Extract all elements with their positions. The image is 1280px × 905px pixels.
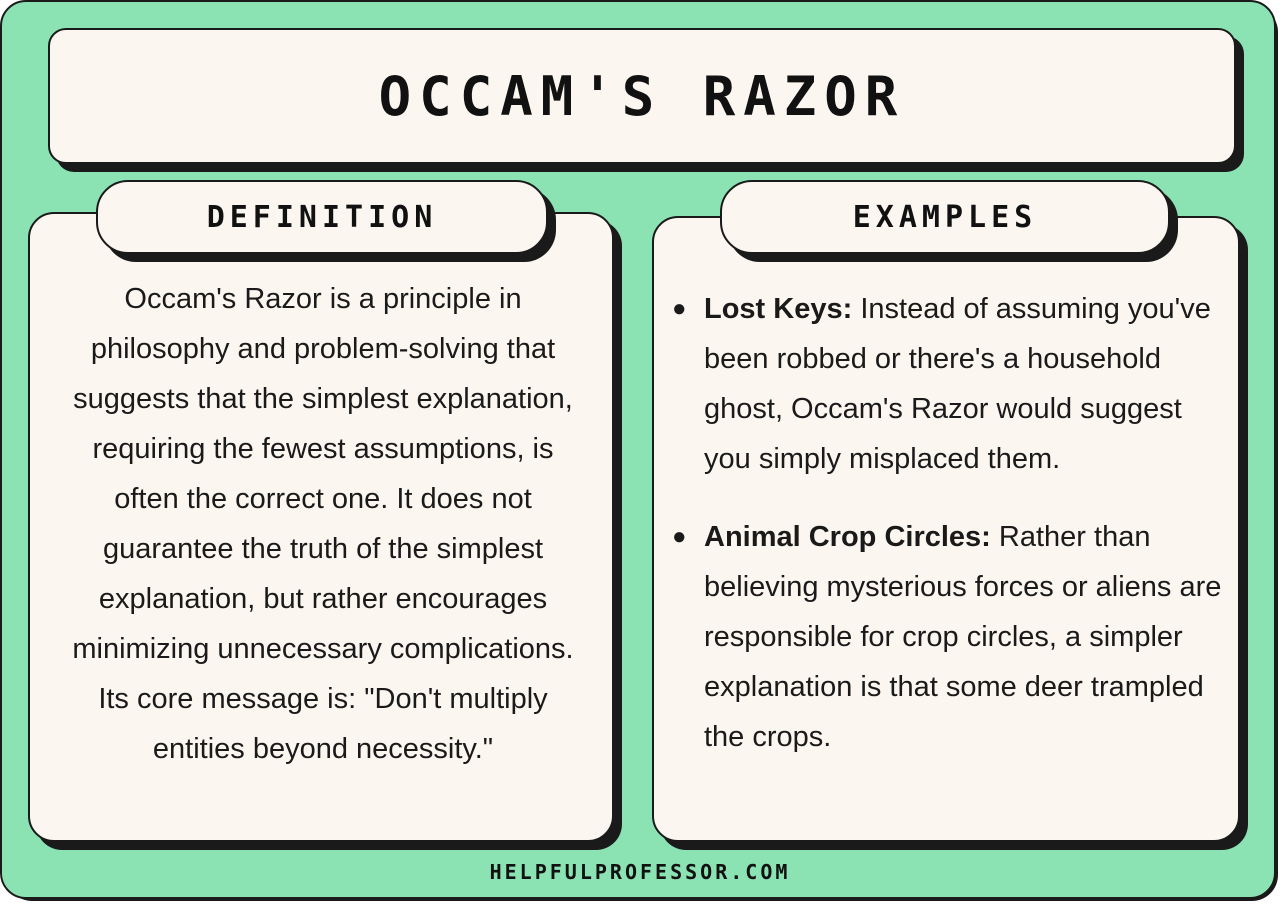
title-card: OCCAM'S RAZOR <box>48 28 1236 164</box>
examples-list: ● Lost Keys: Instead of assuming you've … <box>672 284 1224 790</box>
definition-panel: Occam's Razor is a principle in philosop… <box>28 212 614 842</box>
example-text: Instead of assuming you've been robbed o… <box>704 293 1211 475</box>
definition-heading: DEFINITION <box>206 199 438 235</box>
examples-heading: EXAMPLES <box>852 199 1038 235</box>
examples-panel: ● Lost Keys: Instead of assuming you've … <box>652 216 1240 842</box>
example-term: Lost Keys: <box>704 293 853 325</box>
page-title: OCCAM'S RAZOR <box>378 64 906 128</box>
example-term: Animal Crop Circles: <box>704 521 991 553</box>
list-item: ● Animal Crop Circles: Rather than belie… <box>672 512 1224 762</box>
example-text: Rather than believing mysterious forces … <box>704 521 1222 753</box>
examples-tab: EXAMPLES <box>720 180 1170 254</box>
definition-text: Occam's Razor is a principle in philosop… <box>72 283 574 765</box>
bullet-icon: ● <box>672 295 687 322</box>
bullet-icon: ● <box>672 523 687 550</box>
footer-link[interactable]: HELPFULPROFESSOR.COM <box>489 860 791 884</box>
definition-tab: DEFINITION <box>96 180 548 254</box>
list-item: ● Lost Keys: Instead of assuming you've … <box>672 284 1224 484</box>
